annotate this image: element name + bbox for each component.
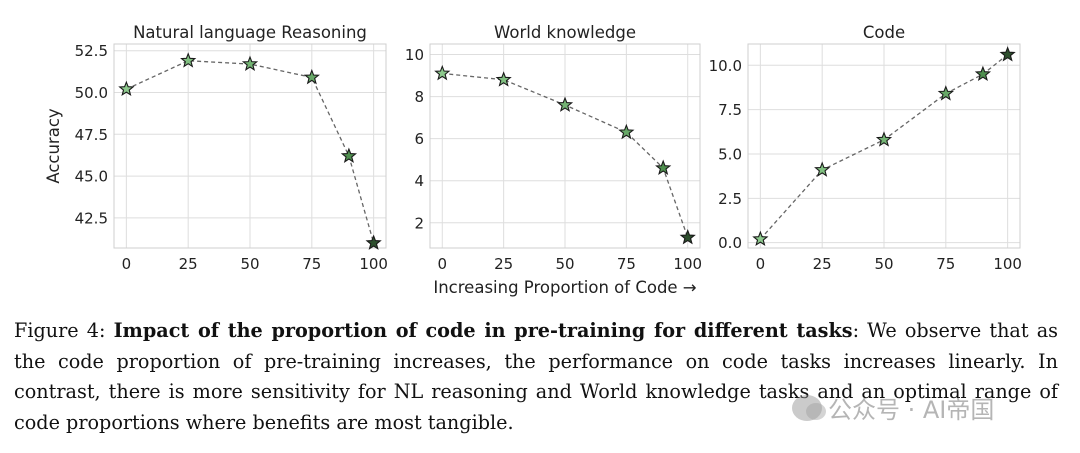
chart-panel-3: 0 25 50 75 100 0.0 2.5 5.0 7.5 10.0 Code (709, 23, 1022, 273)
x-tick-label: 100 (359, 255, 388, 273)
y-tick-label: 50.0 (75, 84, 108, 102)
y-tick-label: 52.5 (75, 42, 108, 60)
x-axis-label: Increasing Proportion of Code → (433, 278, 696, 297)
data-point-star (974, 65, 992, 82)
y-tick-label: 45.0 (75, 168, 108, 186)
data-point-star (434, 64, 451, 81)
data-point-star (365, 234, 382, 250)
wechat-icon (792, 394, 826, 421)
y-tick-label: 4 (414, 172, 424, 190)
series-line (126, 60, 375, 244)
data-point-star (679, 228, 696, 245)
y-tick-label: 10 (405, 46, 424, 64)
y-tick-label: 7.5 (718, 101, 742, 119)
x-tick-label: 25 (494, 255, 513, 273)
y-tick-label: 8 (414, 88, 424, 106)
chart-title: Natural language Reasoning (133, 23, 367, 42)
data-point-star (752, 230, 769, 247)
chart-title: World knowledge (494, 23, 636, 42)
chart-panel-2: 0 25 50 75 100 2 4 6 8 10 World knowledge Increasin… (405, 23, 702, 297)
plot-frame (429, 43, 701, 249)
series-line (759, 54, 1009, 240)
y-tick-label: 47.5 (75, 126, 108, 144)
x-tick-label: 0 (437, 255, 447, 273)
chart-title: Code (863, 23, 905, 42)
x-tick-label: 50 (874, 255, 893, 273)
data-point-star (937, 85, 954, 101)
data-point-star (303, 68, 320, 85)
caption-bold-title: Impact of the proportion of code in pre-… (113, 319, 853, 342)
data-point-star (655, 159, 672, 175)
y-tick-label: 10.0 (709, 57, 742, 75)
data-point-star (999, 46, 1016, 62)
data-point-star (875, 131, 893, 147)
y-tick-label: 5.0 (718, 145, 742, 163)
y-tick-label: 2 (414, 214, 424, 232)
y-tick-label: 2.5 (718, 190, 742, 208)
chart-panel-1: 0 25 50 75 100 42.5 45.0 47.5 50.0 52.5 Natural la… (44, 23, 388, 273)
x-tick-label: 50 (555, 255, 574, 273)
data-point-star (556, 96, 574, 112)
plot-frame (747, 43, 1021, 249)
x-tick-label: 75 (617, 255, 636, 273)
y-axis-label: Accuracy (44, 108, 63, 184)
data-point-star (495, 71, 512, 87)
x-tick-label: 100 (673, 255, 702, 273)
watermark: 公众号 · AI帝国 (792, 390, 994, 425)
data-point-star (241, 55, 259, 71)
x-tick-label: 25 (179, 255, 198, 273)
data-point-star (118, 80, 135, 97)
y-tick-label: 6 (414, 130, 424, 148)
series-line (442, 72, 689, 238)
data-point-star (618, 123, 635, 140)
x-tick-label: 75 (936, 255, 955, 273)
data-point-star (340, 147, 358, 163)
x-tick-label: 75 (302, 255, 321, 273)
x-tick-label: 0 (756, 255, 766, 273)
x-tick-label: 100 (993, 255, 1022, 273)
watermark-text: 公众号 · AI帝国 (828, 396, 995, 424)
plot-frame (113, 43, 387, 249)
y-tick-label: 0.0 (718, 234, 742, 252)
x-tick-label: 0 (122, 255, 132, 273)
figure-caption: Figure 4: Impact of the proportion of co… (14, 316, 1058, 438)
x-tick-label: 50 (240, 255, 259, 273)
y-tick-label: 42.5 (75, 209, 108, 227)
caption-label: Figure 4: (14, 319, 106, 342)
data-point-star (814, 161, 831, 177)
caption-body: : We observe that as the code proportion… (14, 319, 1059, 434)
data-point-star (180, 52, 197, 68)
x-tick-label: 25 (813, 255, 832, 273)
